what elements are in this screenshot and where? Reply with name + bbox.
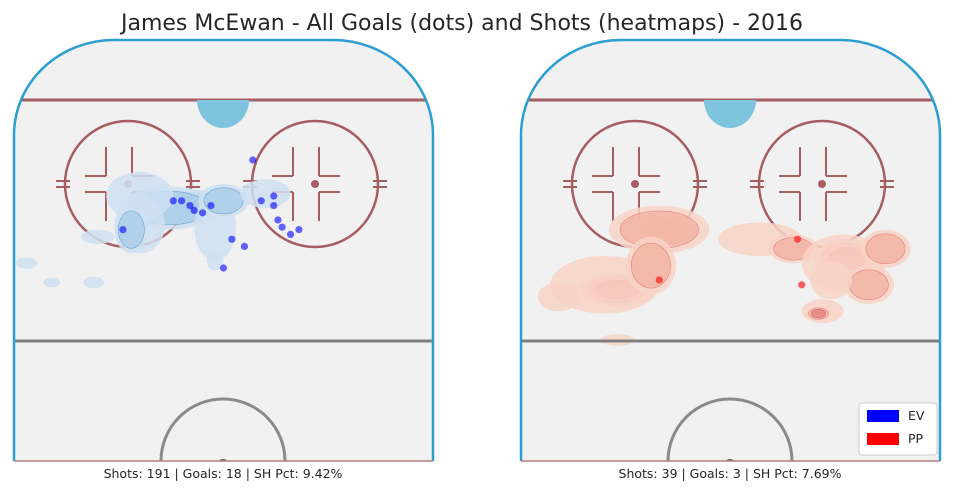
heat-blob-5-level-0	[537, 282, 580, 312]
rink-boards	[12, 38, 435, 461]
goal-dot-11	[278, 223, 286, 231]
heat-blob-6-level-1	[117, 210, 145, 249]
goal-dot-1	[655, 276, 663, 284]
goal-dot-12	[286, 230, 295, 238]
legend-swatch-pp	[867, 433, 899, 445]
faceoff-dot-left	[631, 180, 639, 188]
rink-panel-pp	[519, 38, 942, 462]
goal-dots	[655, 235, 806, 289]
heat-blob-8-level-0	[16, 257, 38, 269]
heat-blob-10-level-1	[865, 233, 906, 265]
goal-dot-7	[257, 197, 265, 205]
goal-dot-13	[295, 226, 303, 234]
center-circle	[666, 397, 794, 461]
legend: EV PP	[858, 402, 938, 456]
heat-blob-9-level-0	[43, 277, 61, 288]
heat-blob-11-level-0	[81, 229, 115, 244]
goal-dot-14	[228, 235, 236, 243]
heat-blob-4-level-1	[630, 242, 671, 289]
heat-blob-12-level-0	[206, 251, 224, 271]
goal-dots	[119, 156, 303, 272]
goal-dot-0	[169, 197, 177, 205]
goal-dot-10	[274, 216, 282, 224]
rink-panel-ev	[12, 38, 435, 462]
heat-blob-10-level-0	[83, 276, 105, 289]
goal-dot-1	[178, 197, 186, 205]
goal-dot-3	[190, 206, 198, 214]
goal-dot-6	[249, 156, 257, 164]
heat-blob-11-level-1	[848, 269, 889, 301]
legend-label-pp: PP	[908, 431, 924, 446]
center-dot	[219, 459, 227, 461]
legend-label-ev: EV	[908, 408, 925, 423]
center-circle	[159, 397, 287, 461]
panel-caption-pp: Shots: 39 | Goals: 3 | SH Pct: 7.69%	[619, 466, 842, 481]
goal-dot-4	[198, 209, 207, 217]
rink-boards	[519, 38, 942, 461]
heat-blob-5-level-1	[203, 187, 244, 215]
heat-blob-7-level-0	[240, 179, 291, 209]
shot-heatmap	[537, 205, 911, 346]
panel-caption-ev: Shots: 191 | Goals: 18 | SH Pct: 9.42%	[104, 466, 343, 481]
goal-dot-17	[219, 264, 228, 272]
faceoff-dot-right	[818, 180, 826, 188]
goal-crease	[704, 100, 756, 128]
goal-dot-0	[793, 235, 802, 243]
heat-blob-14-level-2	[811, 309, 826, 318]
legend-swatch-ev	[867, 410, 899, 422]
goal-crease	[197, 100, 249, 128]
goal-dot-2	[798, 281, 806, 289]
goal-dot-8	[270, 192, 278, 200]
center-dot	[726, 459, 734, 461]
chart-title: James McEwan - All Goals (dots) and Shot…	[119, 11, 803, 36]
goal-dot-16	[119, 226, 127, 234]
goal-dot-9	[270, 202, 278, 210]
goal-dot-5	[207, 202, 215, 210]
goal-dot-2	[186, 202, 194, 210]
goal-dot-15	[240, 242, 249, 250]
heat-blob-12-level-0	[810, 260, 853, 300]
faceoff-dot-right	[311, 180, 319, 188]
